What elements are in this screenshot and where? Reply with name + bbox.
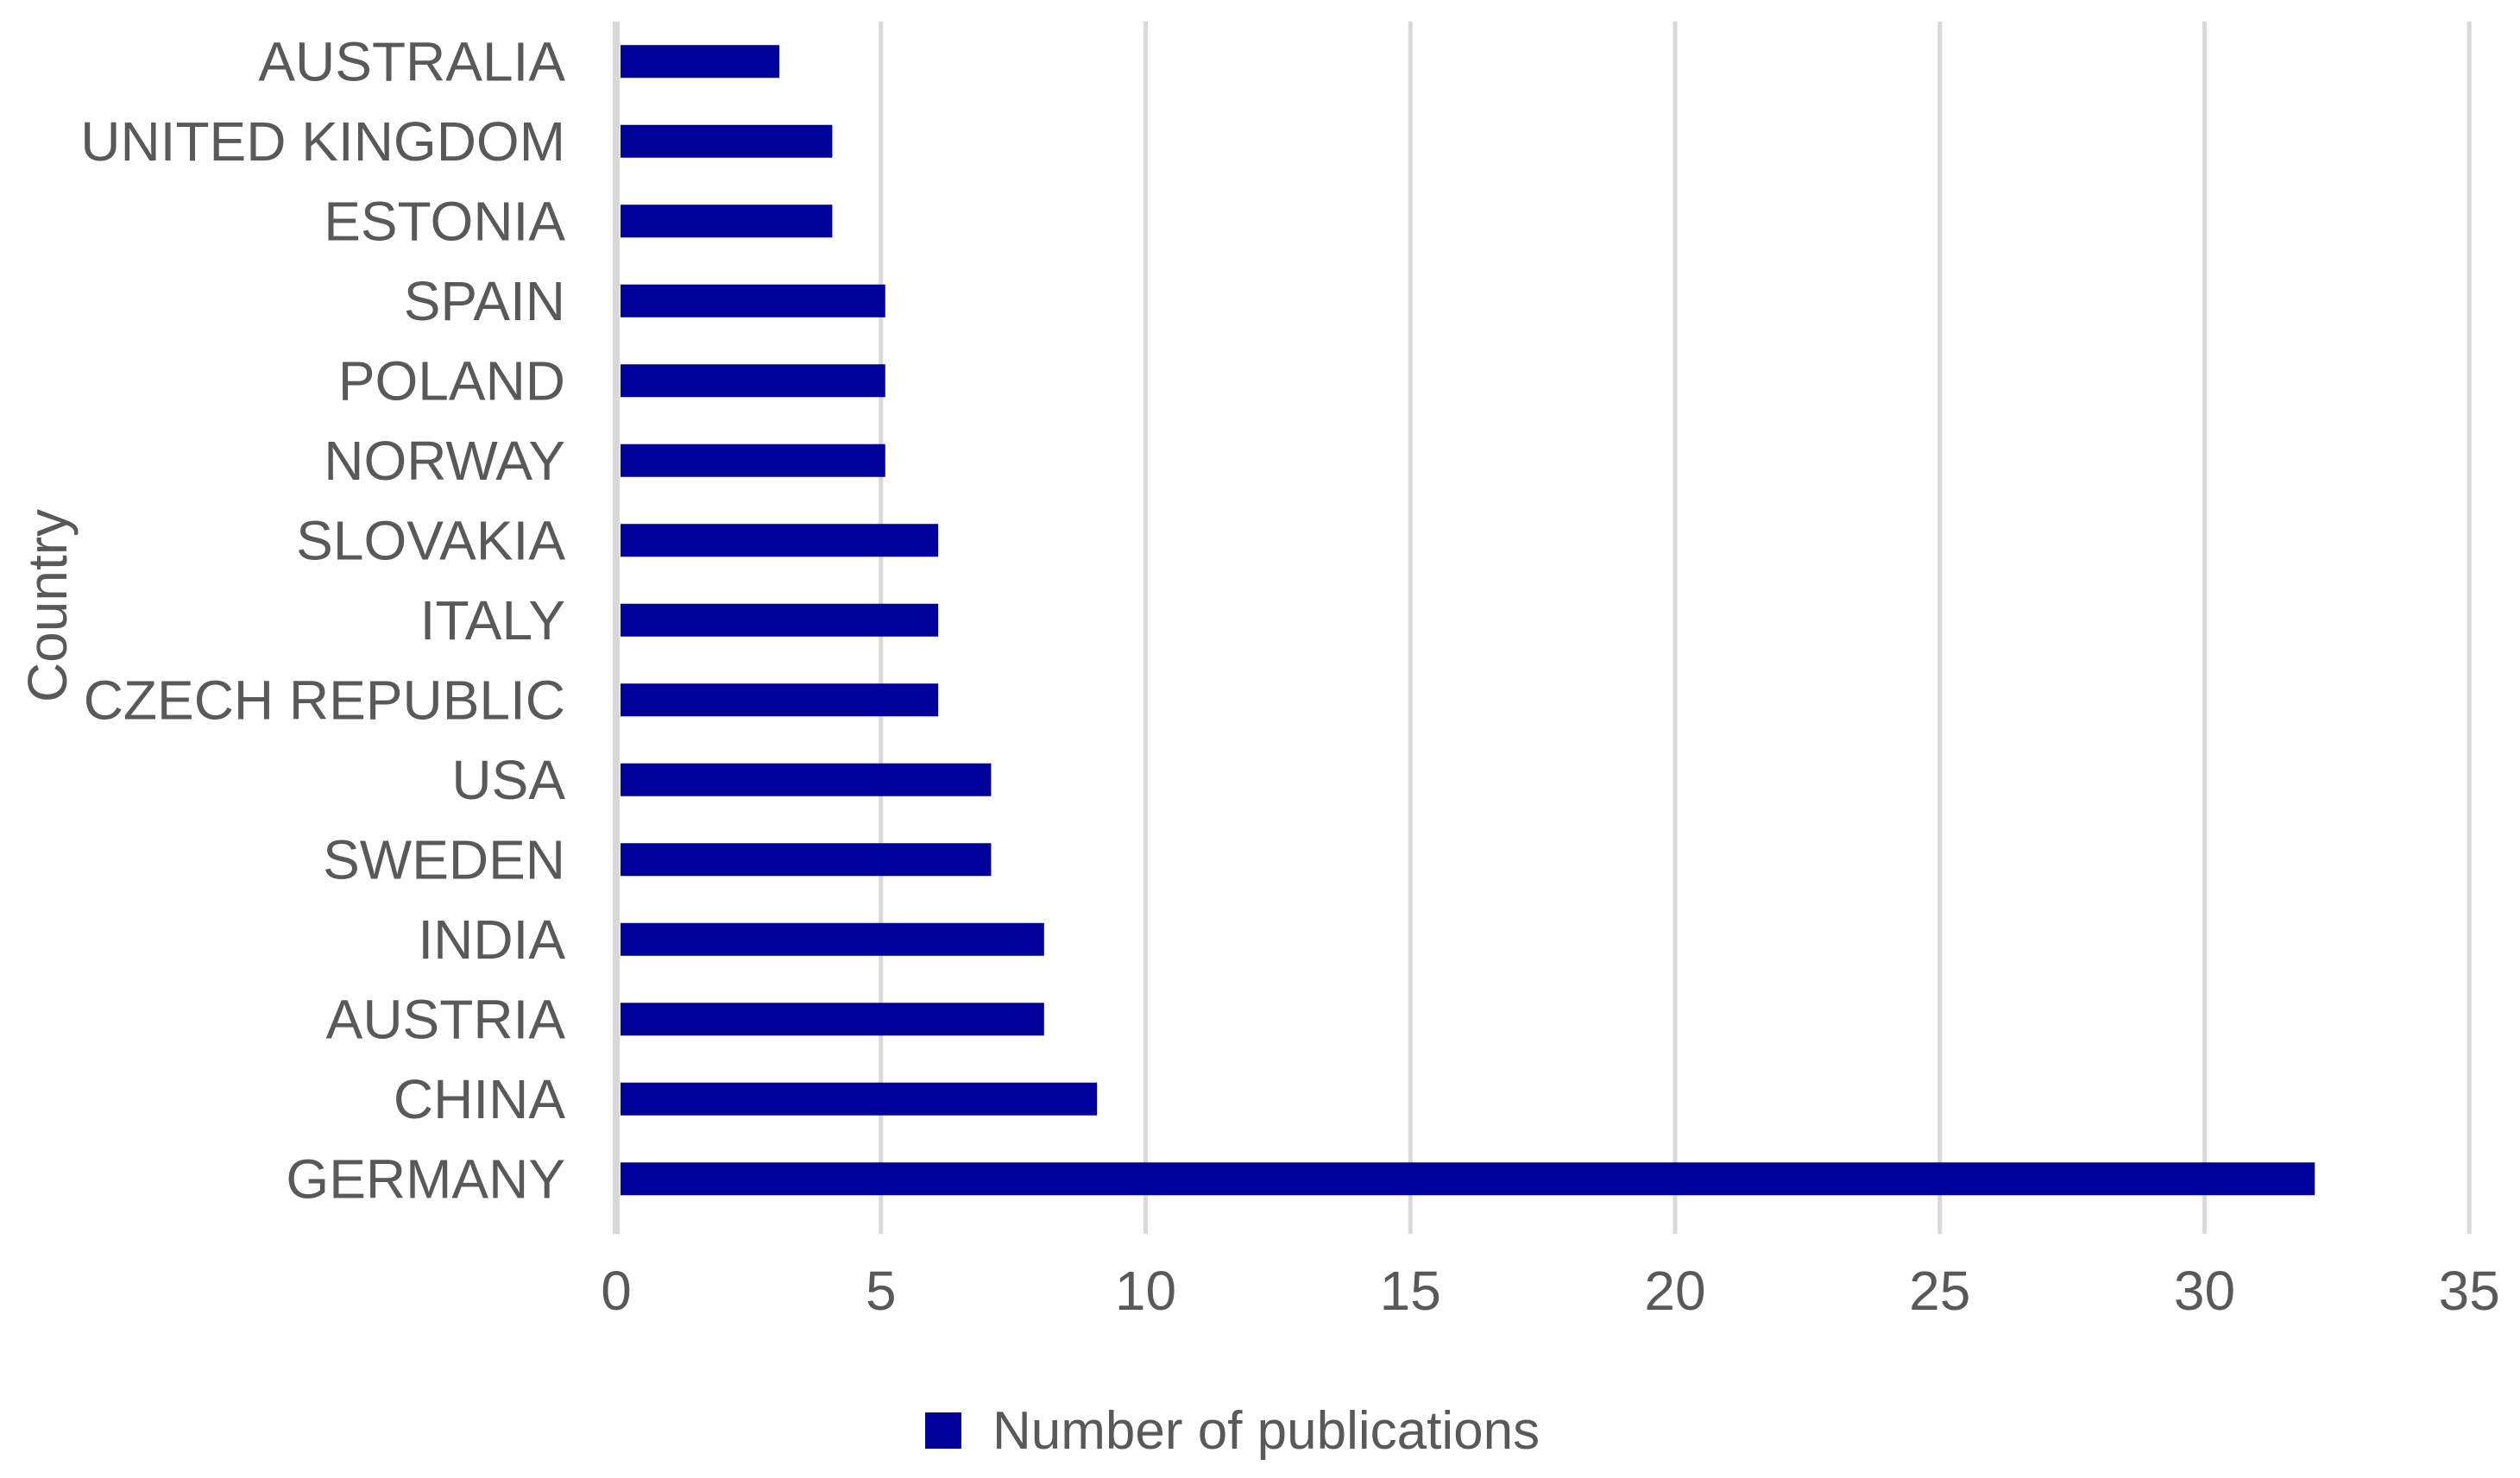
category-label-united-kingdom: UNITED KINGDOM [80,110,565,173]
category-label-austria: AUSTRIA [326,988,566,1050]
tick-label-20: 20 [1644,1260,1705,1322]
bar-australia [621,45,780,79]
category-label-spain: SPAIN [404,270,565,332]
tick-label-0: 0 [601,1260,632,1322]
category-label-china: CHINA [394,1068,565,1130]
tick-label-15: 15 [1380,1260,1441,1322]
category-label-germany: GERMANY [286,1148,565,1210]
category-axis-labels: AUSTRALIA UNITED KINGDOM ESTONIA SPAIN POLAN… [80,30,565,1210]
bar-austria [621,1003,1044,1036]
tick-label-35: 35 [2439,1260,2500,1322]
bar-poland [621,364,885,398]
category-label-estonia: ESTONIA [324,190,565,252]
bar-slovakia [621,524,939,557]
bar-united-kingdom [621,124,833,158]
tick-label-10: 10 [1115,1260,1176,1322]
category-label-india: INDIA [418,909,565,971]
bar-india [621,922,1044,956]
category-label-slovakia: SLOVAKIA [296,509,565,571]
category-label-poland: POLAND [338,349,565,412]
legend-label: Number of publications [992,1401,1540,1461]
bar-czech-republic [621,683,939,717]
tick-label-5: 5 [866,1260,897,1322]
bar-estonia [621,204,833,238]
bar-norway [621,443,885,477]
category-label-sweden: SWEDEN [323,828,565,890]
legend: Number of publications [925,1401,1540,1461]
category-label-usa: USA [451,749,565,811]
bar-spain [621,284,885,318]
category-label-italy: ITALY [420,589,565,651]
legend-swatch [925,1412,961,1449]
bar-germany [621,1162,2315,1196]
tick-label-25: 25 [1909,1260,1970,1322]
tick-label-30: 30 [2174,1260,2235,1322]
category-label-czech-republic: CZECH REPUBLIC [84,669,565,731]
bar-sweden [621,843,992,877]
gridlines [613,22,2472,1234]
bar-series [621,45,2315,1196]
bar-italy [621,603,939,637]
bar-usa [621,763,992,796]
category-label-australia: AUSTRALIA [258,30,565,92]
bar-china [621,1082,1098,1116]
value-axis-tick-labels: 0 5 10 15 20 25 30 35 [601,1260,2500,1322]
category-label-norway: NORWAY [324,430,565,492]
y-axis-title: Country [16,509,79,702]
